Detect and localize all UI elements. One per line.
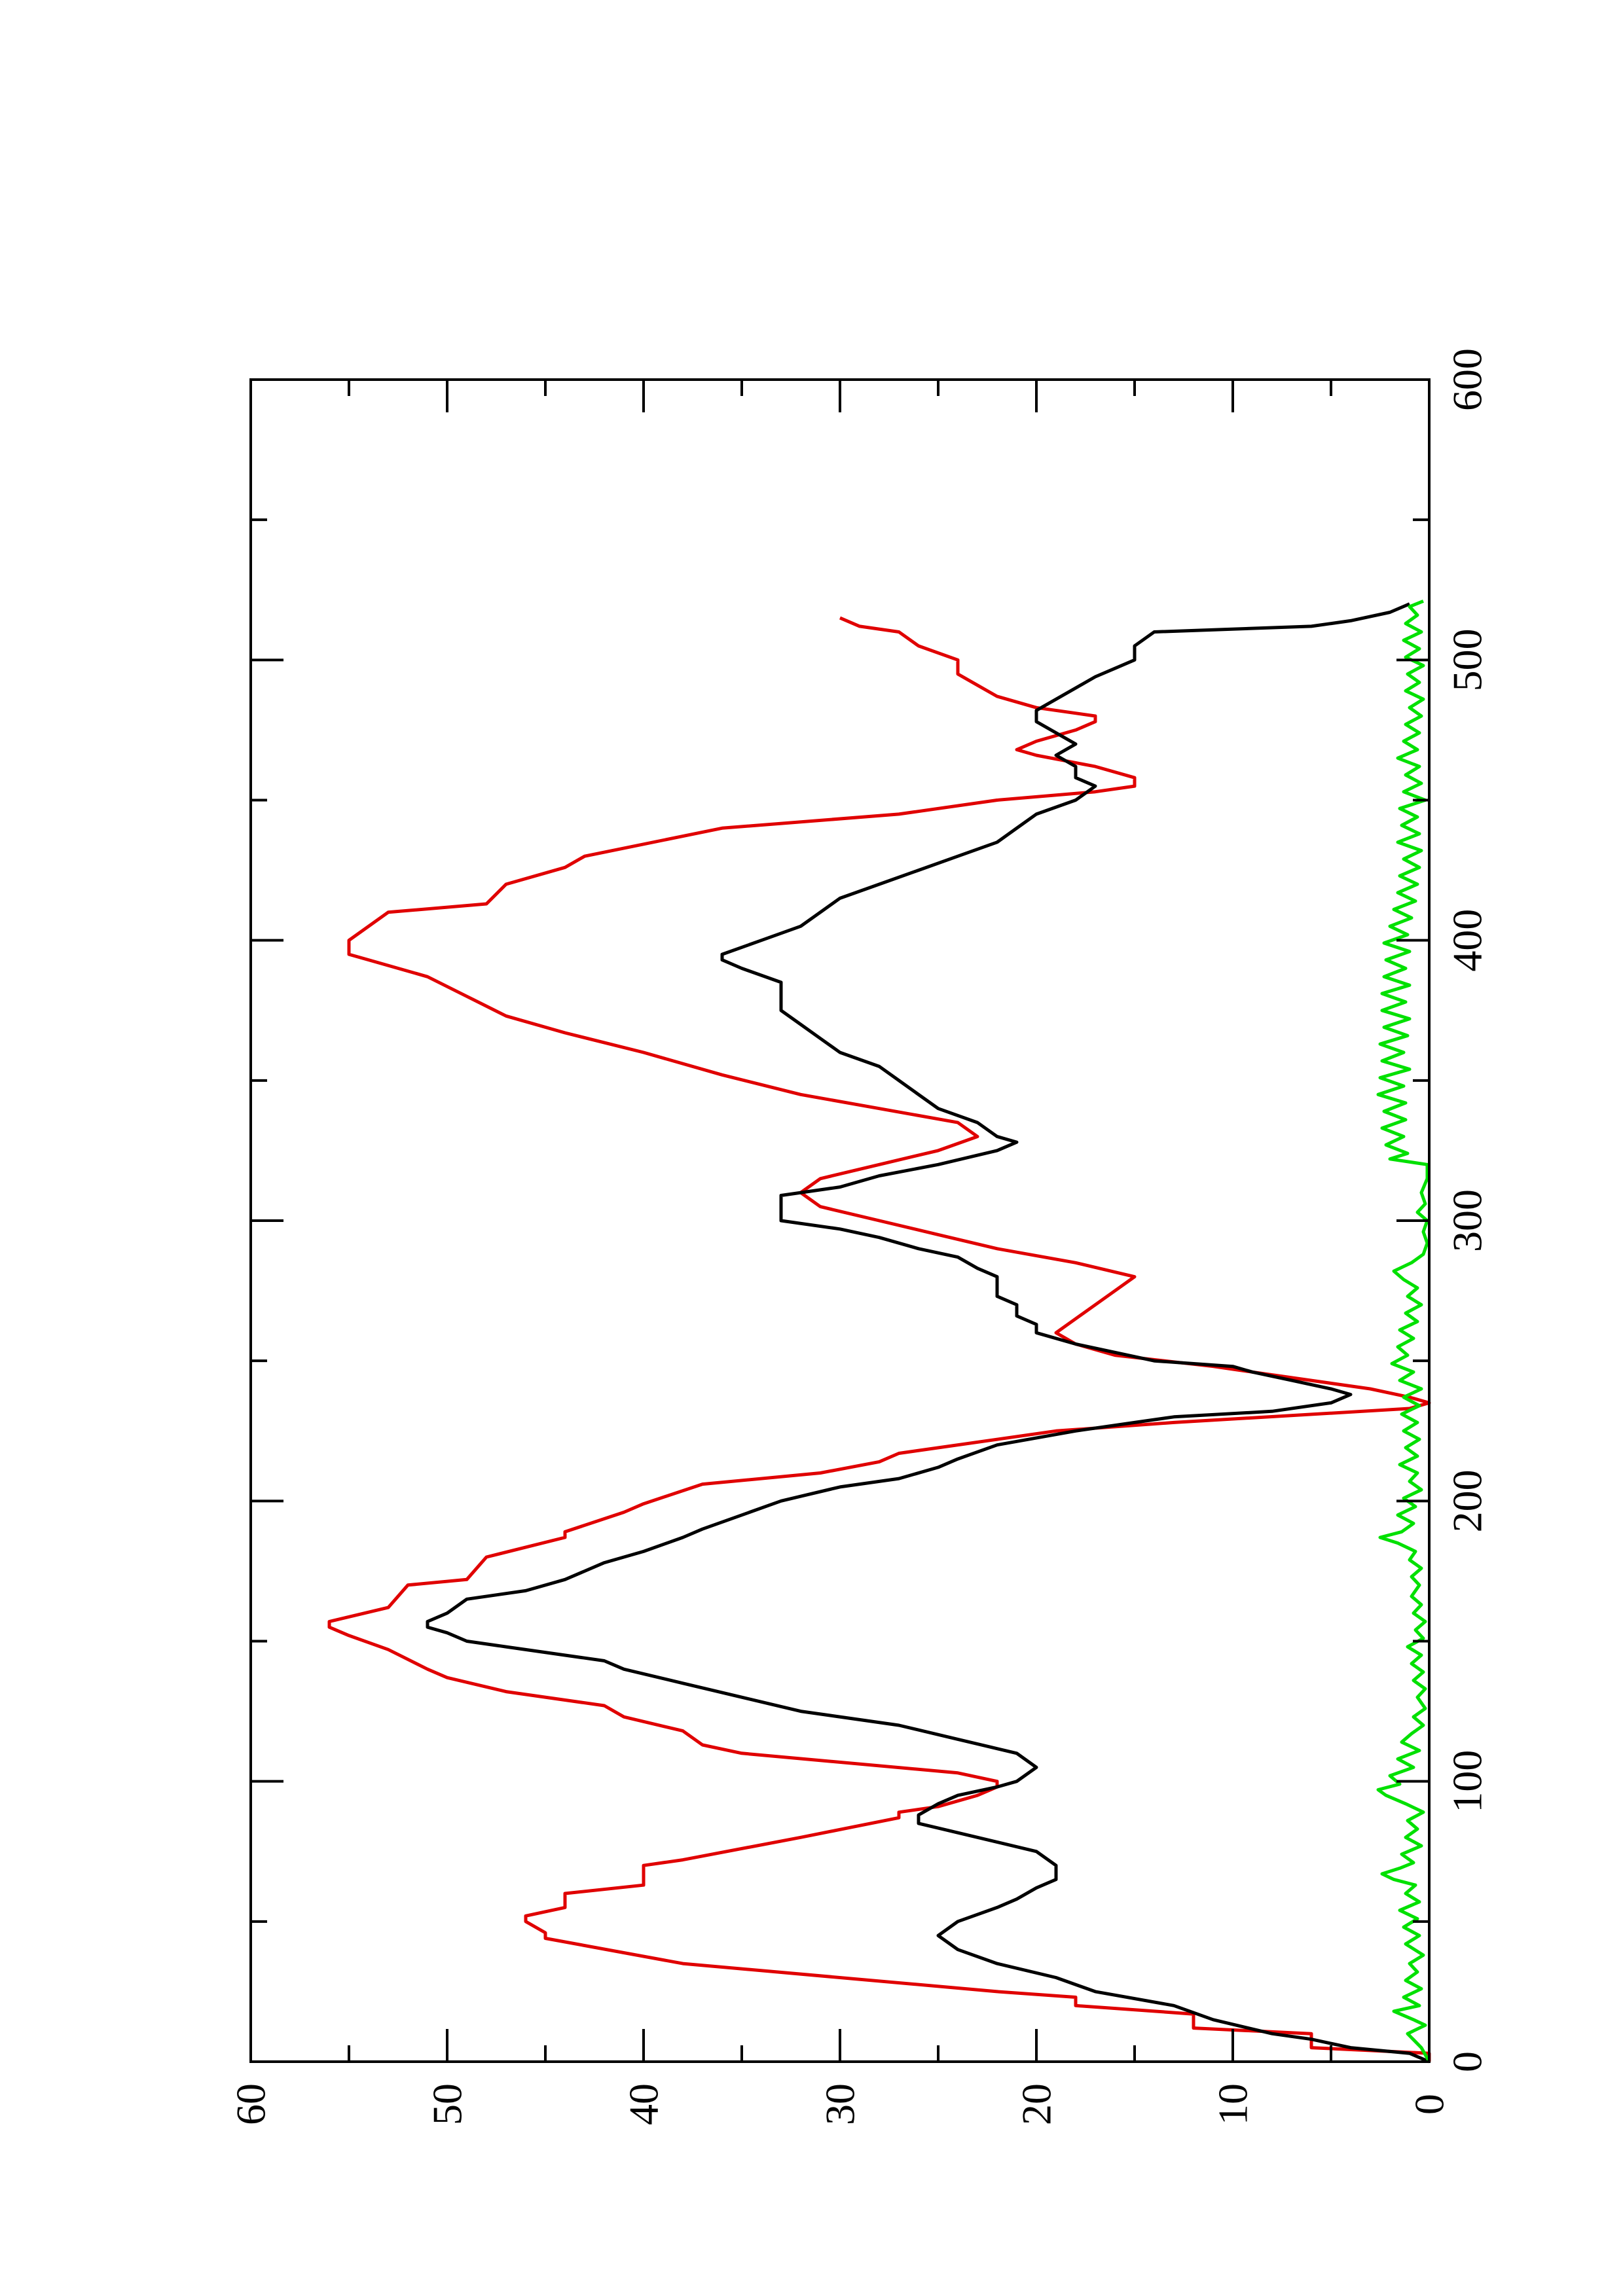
- y-tick-label: 10: [1210, 2083, 1256, 2125]
- x-tick-label: 500: [1444, 628, 1491, 691]
- x-tick-label: 100: [1444, 1750, 1491, 1813]
- plot-frame: [249, 378, 1431, 2063]
- series-layer: [327, 600, 1431, 2064]
- x-tick-label: 600: [1444, 348, 1491, 411]
- x-tick-label: 400: [1444, 909, 1491, 972]
- x-tick-label: 0: [1444, 2051, 1491, 2072]
- x-tick-label: 200: [1444, 1469, 1491, 1532]
- series-line-3: [1376, 600, 1431, 2063]
- tick-label-layer: 0 100 200 300 400 500 600 0 10 20 30 40 50 60: [228, 348, 1491, 2125]
- y-tick-label: 60: [228, 2083, 274, 2125]
- y-tick-label: 0: [1406, 2094, 1453, 2115]
- y-tick-label: 20: [1013, 2083, 1060, 2125]
- y-tick-label: 30: [817, 2083, 864, 2125]
- y-tick-label: 40: [621, 2083, 667, 2125]
- series-line-2: [426, 602, 1430, 2064]
- y-tick-label: 50: [424, 2083, 471, 2125]
- x-tick-label: 300: [1444, 1189, 1491, 1252]
